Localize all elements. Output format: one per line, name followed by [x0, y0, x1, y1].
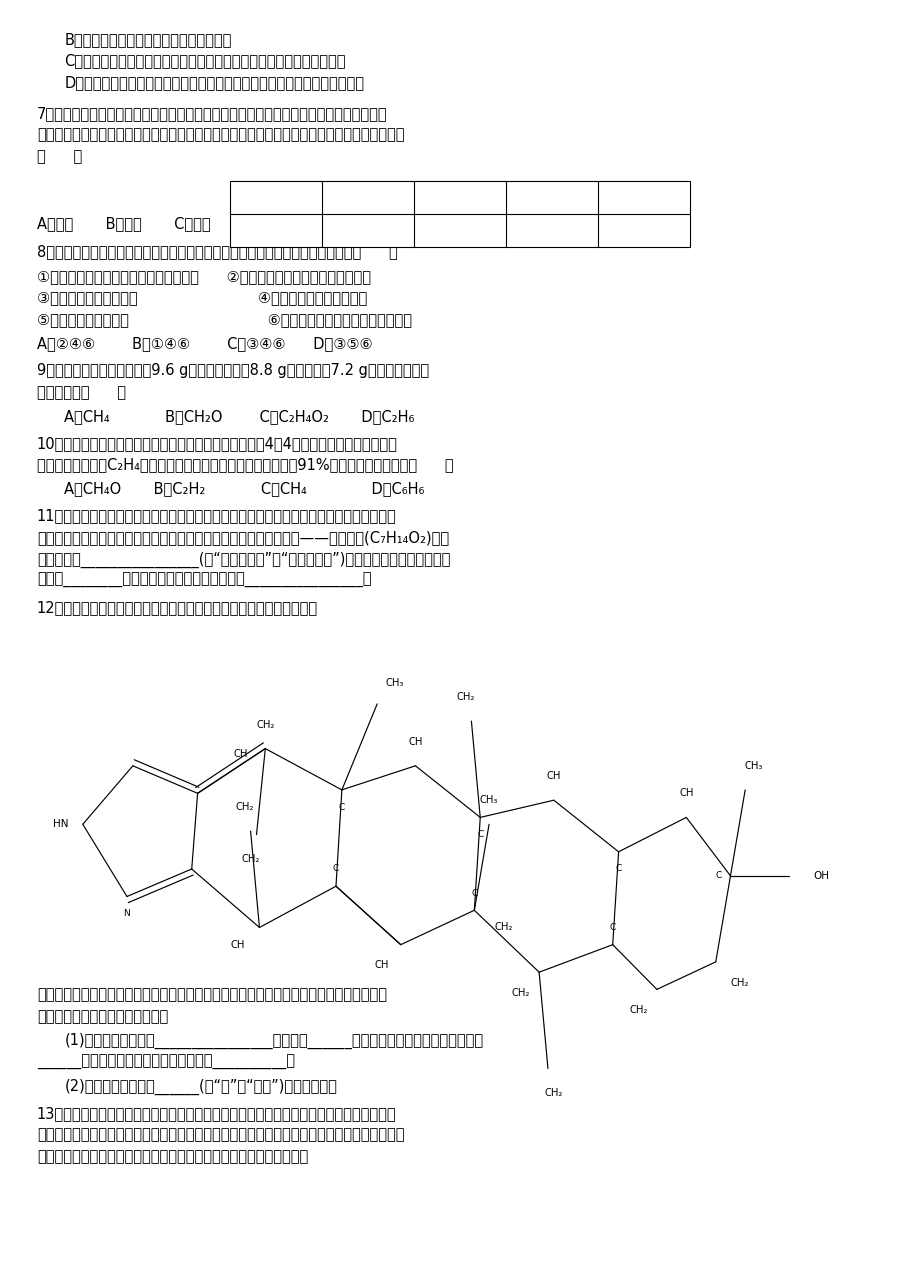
Text: 12．已知国际奥委会宣布禁止使用的合成类固醇康力龙的结构式如下：: 12．已知国际奥委会宣布禁止使用的合成类固醇康力龙的结构式如下： [37, 600, 318, 615]
Text: ⑤该气体可能是混合物                              ⑥该气体中一定含有碳、氢两种元素: ⑤该气体可能是混合物 ⑥该气体中一定含有碳、氢两种元素 [37, 312, 412, 327]
Text: 11．炎炎夏日，很多同学喜欢吃水果味的雪糕。雪糕公司在制造这类雪糕时，大多不用新鲜: 11．炎炎夏日，很多同学喜欢吃水果味的雪糕。雪糕公司在制造这类雪糕时，大多不用新… [37, 508, 396, 524]
Text: (2)根据化学式判断它______(填“是”或“不是”)有机化合物。: (2)根据化学式判断它______(填“是”或“不是”)有机化合物。 [64, 1079, 337, 1096]
Text: 的化学式为（      ）: 的化学式为（ ） [37, 385, 126, 400]
Text: CH₂: CH₂ [456, 692, 474, 702]
Text: A．②④⑥        B．①④⑥        C．③④⑥      D．③⑤⑥: A．②④⑥ B．①④⑥ C．③④⑥ D．③⑤⑥ [37, 336, 372, 352]
Text: (1)康力龙的化学式为________________，它含有______种元素，每个康力龙分子中共含有: (1)康力龙的化学式为________________，它含有______种元素… [64, 1033, 483, 1050]
Text: CH₃: CH₃ [744, 761, 763, 771]
Text: 乙烷: 乙烷 [451, 191, 468, 204]
Text: 此药物对肝功能有明显的损害作用，过量使用还会使女子男性化，男子过早出现秃顶、肝中: 此药物对肝功能有明显的损害作用，过量使用还会使女子男性化，男子过早出现秃顶、肝中 [37, 987, 386, 1003]
Text: CH₂: CH₂ [511, 987, 529, 998]
Text: C: C [477, 831, 482, 840]
Text: CH₂: CH₂ [544, 1088, 562, 1098]
Text: C: C [609, 922, 615, 933]
Text: OH: OH [812, 871, 828, 880]
Text: CH₂: CH₂ [241, 854, 259, 864]
Text: A．CH₄O       B．C₂H₂            C．CH₄              D．C₆H₆: A．CH₄O B．C₂H₂ C．CH₄ D．C₆H₆ [64, 482, 425, 497]
Text: CH₃: CH₃ [480, 795, 498, 805]
Text: CH: CH [546, 771, 561, 781]
Text: 13．多数有机物难溶于水，易溶于汽油、酒精等有机溶剂，许多无机物易溶于水；绝大多数: 13．多数有机物难溶于水，易溶于汽油、酒精等有机溶剂，许多无机物易溶于水；绝大多… [37, 1106, 396, 1121]
Bar [230, 181, 689, 247]
Text: A．丁烷       B．甲烷       C．己烷    D．乙烷: A．丁烷 B．甲烷 C．己烷 D．乙烷 [37, 217, 267, 232]
Text: 中，当打开钉瓶阀门时，又容易变成气态的碳氢化合物。下列所给的物质中，符合这一要求的是: 中，当打开钉瓶阀门时，又容易变成气态的碳氢化合物。下列所给的物质中，符合这一要求… [37, 127, 403, 143]
Text: 酸乙酯属于________________(填“有机化合物”或“无机化合物”)，它的一个分子中所含原子: 酸乙酯属于________________(填“有机化合物”或“无机化合物”)，… [37, 552, 449, 568]
Text: 有机物受热容易分解，而且容易燃烧，绝大多数无机物不易燃烧；绝大多数有机物不易导电，燔: 有机物受热容易分解，而且容易燃烧，绝大多数无机物不易燃烧；绝大多数有机物不易导电… [37, 1127, 403, 1143]
Text: C: C [471, 888, 477, 898]
Text: CH₂: CH₂ [494, 922, 513, 933]
Text: C: C [615, 865, 621, 874]
Text: CH₂: CH₂ [629, 1005, 647, 1015]
Text: C．有机化合物中，碳原子的排列方式不同，所表现出来的性质也就不同: C．有机化合物中，碳原子的排列方式不同，所表现出来的性质也就不同 [64, 54, 346, 69]
Text: 点低。根据以上提供的信息，请你寻找家中的有机物和无机物各三种。: 点低。根据以上提供的信息，请你寻找家中的有机物和无机物各三种。 [37, 1149, 308, 1164]
Text: CH₂: CH₂ [235, 803, 254, 812]
Text: ③该气体可能含有氧元素                          ④该气体一定是含碳化合物: ③该气体可能含有氧元素 ④该气体一定是含碳化合物 [37, 290, 367, 306]
Text: CH: CH [408, 736, 422, 747]
Text: C: C [715, 871, 720, 880]
Text: 己烷: 己烷 [635, 191, 652, 204]
Text: A．CH₄            B．CH₂O        C．C₂H₄O₂       D．C₂H₆: A．CH₄ B．CH₂O C．C₂H₄O₂ D．C₂H₆ [64, 409, 414, 424]
Text: 7．液化石油气中所含的可燃物质，是在加压不高的条件下即转变为液态而便于储存于钉瓶: 7．液化石油气中所含的可燃物质，是在加压不高的条件下即转变为液态而便于储存于钉瓶 [37, 106, 387, 121]
Text: 水果，如制造菠萨雪糕时，在原料中加入一种能散发菠萨香味的物质——戊酸乙酯(C₇H₁₄O₂)。戊: 水果，如制造菠萨雪糕时，在原料中加入一种能散发菠萨香味的物质——戊酸乙酯(C₇H… [37, 530, 448, 545]
Text: 总数有________个，其中碳、氧元素的质量比为________________。: 总数有________个，其中碳、氧元素的质量比为_______________… [37, 573, 371, 589]
Text: 丁烷: 丁烷 [543, 191, 560, 204]
Text: CH: CH [374, 961, 389, 971]
Text: HN: HN [52, 819, 68, 829]
Text: CH: CH [230, 940, 244, 949]
Text: C: C [338, 803, 345, 812]
Text: CH₂: CH₂ [730, 977, 748, 987]
Text: （      ）: （ ） [37, 149, 82, 164]
Text: N: N [123, 910, 130, 919]
Text: 8．某气体在空气中燃烧时生成二氧化碳和水，则有关该气体组成的说法正确的是（      ）: 8．某气体在空气中燃烧时生成二氧化碳和水，则有关该气体组成的说法正确的是（ ） [37, 245, 397, 260]
Text: 10．由碳、氢两种元素组成的化合物叫烃。碳原子个数为4及4以下的烃在常温下通常为气: 10．由碳、氢两种元素组成的化合物叫烃。碳原子个数为4及4以下的烃在常温下通常为… [37, 436, 397, 451]
Text: ①该气体一定由碳、氢、氧三种元素组成      ②该气体一定由碳、氢两种元素组成: ①该气体一定由碳、氢、氧三种元素组成 ②该气体一定由碳、氢两种元素组成 [37, 269, 370, 284]
Text: 甲烷: 甲烷 [359, 191, 376, 204]
Text: 69: 69 [634, 224, 652, 237]
Text: 9．某化合物完全燃烧，需要9.6 g氧气，同时生成8.8 g二氧化碳和7.2 g水，则该化合物: 9．某化合物完全燃烧，需要9.6 g氧气，同时生成8.8 g二氧化碳和7.2 g… [37, 363, 428, 378]
Text: CH₃: CH₃ [385, 678, 403, 688]
Text: 物质: 物质 [267, 191, 284, 204]
Text: 沸点／℃: 沸点／℃ [255, 224, 296, 237]
Text: C: C [333, 865, 339, 874]
Text: CH: CH [678, 789, 693, 799]
Text: D．有机化合物的数目之所以庞大，是因为组成有机化合物的元素种类非常多: D．有机化合物的数目之所以庞大，是因为组成有机化合物的元素种类非常多 [64, 75, 364, 90]
Text: CH: CH [233, 749, 247, 759]
Text: CH₂: CH₂ [255, 720, 274, 730]
Text: －88: －88 [447, 224, 472, 237]
Text: B．含碳元素的化合物并不都是有机化合物: B．含碳元素的化合物并不都是有机化合物 [64, 32, 232, 47]
Text: 毒、甚至肝癌等副作用。请回答：: 毒、甚至肝癌等副作用。请回答： [37, 1009, 168, 1024]
Text: －164: －164 [350, 224, 385, 237]
Text: ______个原子，其中氮元素的质量分数为__________；: ______个原子，其中氮元素的质量分数为__________； [37, 1055, 294, 1070]
Text: －0.5: －0.5 [537, 224, 566, 237]
Text: 体，常温常压下，C₂H₄和另一种烃的混合气体中碳的质量分数为91%，则混入的烃可能是（      ）: 体，常温常压下，C₂H₄和另一种烃的混合气体中碳的质量分数为91%，则混入的烃可… [37, 457, 453, 473]
